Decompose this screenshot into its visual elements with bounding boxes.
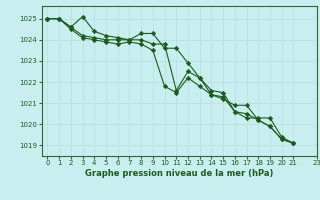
X-axis label: Graphe pression niveau de la mer (hPa): Graphe pression niveau de la mer (hPa) [85, 169, 273, 178]
